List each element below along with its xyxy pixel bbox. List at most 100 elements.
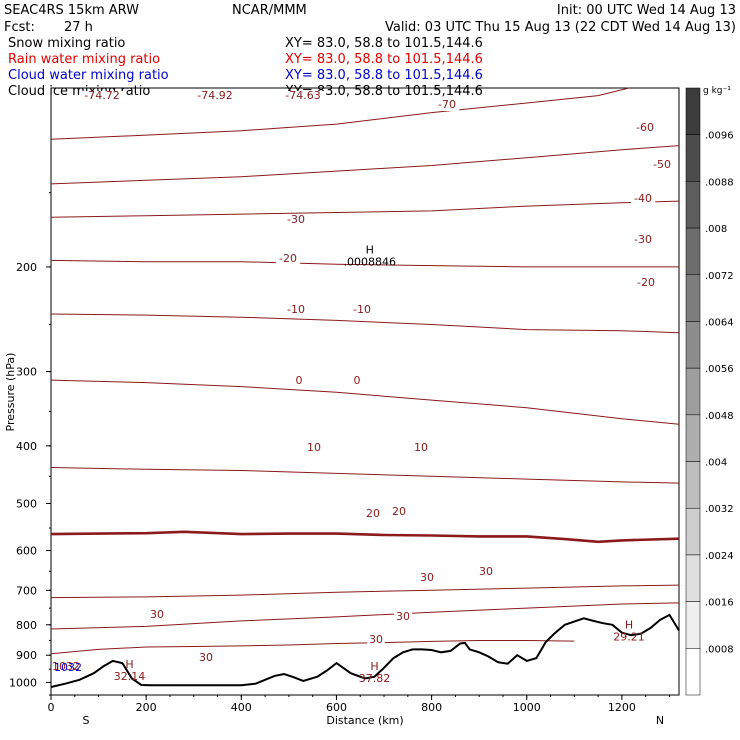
colorbar-label: .0016: [705, 598, 734, 609]
contour-label: 20: [366, 507, 380, 520]
x-endpoint-left: S: [83, 714, 90, 727]
plot-frame: [50, 87, 680, 696]
x-tick-label: 0: [48, 701, 55, 714]
y-tick-label: 1000: [9, 676, 37, 689]
field-name: Cloud ice mixing ratio: [8, 84, 150, 99]
field-name: Snow mixing ratio: [8, 36, 125, 51]
y-tick-label: 600: [16, 545, 37, 558]
contour-label-bg: [79, 91, 125, 102]
x-axis: 0 200 400 600 800 1000 1200: [48, 695, 670, 714]
contour-label: -30: [287, 213, 305, 226]
extremum-symbol: H: [625, 618, 633, 631]
isotherm-line: [50, 584, 680, 599]
model-title: SEAC4RS 15km ARW: [4, 3, 139, 18]
contour-label-bg: [367, 635, 385, 646]
field-xy: XY= 83.0, 58.8 to 101.5,144.6: [285, 52, 483, 67]
contour-label: 20: [392, 505, 406, 518]
extremum-value: .0008846: [344, 256, 397, 269]
colorbar-label: .0032: [705, 504, 734, 515]
y-tick-label: 200: [16, 261, 37, 274]
isotherm-line: [50, 467, 680, 484]
contour-label-bg: [477, 567, 495, 578]
y-tick-label: 500: [16, 497, 37, 510]
isotherm-contours: [50, 87, 680, 655]
extremum-symbol: H: [125, 658, 133, 671]
contour-label: 30: [396, 610, 410, 623]
contour-label-bg: [649, 160, 675, 171]
surface-label: 1032: [52, 660, 80, 673]
contour-label: -10: [287, 303, 305, 316]
colorbar-cell: [685, 554, 701, 602]
contour-label-bg: [412, 443, 430, 454]
init-time: Init: 00 UTC Wed 14 Aug 13: [557, 3, 736, 18]
contour-label: -74.63: [285, 89, 320, 102]
contour-label-bg: [280, 91, 326, 102]
contour-label: -60: [636, 121, 654, 134]
colorbar-cell: [685, 227, 701, 276]
y-tick-label: 900: [16, 649, 37, 662]
isotherm-line: [50, 640, 575, 655]
contour-label: 30: [369, 633, 383, 646]
contour-label-bg: [351, 376, 363, 387]
isotherm-line: [50, 530, 680, 544]
field-name: Cloud water mixing ratio: [8, 68, 169, 83]
x-tick-label: 1000: [513, 701, 541, 714]
contour-label: -70: [438, 98, 456, 111]
colorbar-cell: [685, 181, 701, 229]
contour-label-bg: [148, 610, 166, 621]
field-xy: XY= 83.0, 58.8 to 101.5,144.6: [285, 36, 483, 51]
contour-label: -74.92: [197, 89, 232, 102]
colorbar-label: .0096: [705, 131, 734, 142]
colorbar-cell: [685, 601, 701, 649]
fcst-value: 27 h: [64, 20, 93, 35]
contour-label: 30: [199, 651, 213, 664]
contour-label-bg: [630, 235, 656, 246]
colorbar: .0096 .0088 .008 .0072 .0064 .0056 .0048 .004 .0…: [685, 87, 734, 696]
contour-label-bg: [394, 612, 412, 623]
terrain-profile: [50, 613, 680, 688]
center-name: NCAR/MMM: [232, 3, 307, 18]
contour-label-bg: [390, 507, 408, 518]
field-legend: Snow mixing ratio XY= 83.0, 58.8 to 101.5…: [8, 36, 483, 99]
valid-time: Valid: 03 UTC Thu 15 Aug 13 (22 CDT Wed …: [385, 20, 736, 35]
contour-label: 10: [307, 441, 321, 454]
contour-label-bg: [283, 215, 309, 226]
contour-label-bg: [633, 278, 659, 289]
contour-label: 30: [420, 571, 434, 584]
field-xy: XY= 83.0, 58.8 to 101.5,144.6: [285, 68, 483, 83]
contour-label: 10: [414, 441, 428, 454]
contour-label: -30: [634, 233, 652, 246]
y-axis-title: Pressure (hPa): [4, 353, 17, 432]
contour-label-bg: [364, 509, 382, 520]
contour-label: -40: [634, 192, 652, 205]
contour-label-bg: [192, 91, 238, 102]
contour-label: 30: [150, 608, 164, 621]
colorbar-label: .008: [705, 224, 727, 235]
contour-label: 0: [354, 374, 361, 387]
isotherm-line: [50, 379, 680, 425]
colorbar-label: .0088: [705, 177, 734, 188]
contour-label-bg: [632, 123, 658, 134]
extremum-symbol: H: [366, 244, 374, 257]
contour-label: -74.72: [84, 89, 119, 102]
x-tick-label: 600: [326, 701, 347, 714]
colorbar-cell: [685, 367, 701, 416]
contour-label-bg: [305, 443, 323, 454]
extremum-value: 32.14: [114, 670, 146, 683]
x-tick-label: 800: [421, 701, 442, 714]
contour-label: -20: [279, 252, 297, 265]
isotherm-line: [50, 87, 630, 140]
colorbar-cell: [685, 134, 701, 182]
isotherm-line: [50, 145, 680, 185]
terrain-line: [50, 613, 680, 688]
field-name: Rain water mixing ratio: [8, 52, 160, 67]
colorbar-label: .0056: [705, 364, 734, 375]
contour-label: -50: [653, 158, 671, 171]
contour-label: 30: [479, 565, 493, 578]
contour-label: -10: [353, 303, 371, 316]
contour-label-bg: [418, 573, 436, 584]
y-tick-label: 800: [16, 619, 37, 632]
colorbar-label: .0048: [705, 411, 734, 422]
y-tick-label: 300: [16, 366, 37, 379]
